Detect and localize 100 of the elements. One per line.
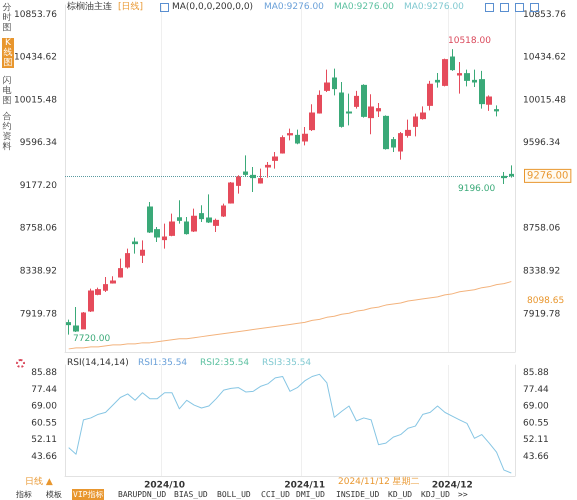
annotation: MA0:9276.00 — [404, 2, 464, 13]
candlestick — [486, 94, 492, 112]
y2-tick-label: 8338.92 — [523, 266, 560, 276]
text: 闪电图 — [2, 76, 12, 106]
y-tick-label: 9177.20 — [20, 180, 58, 191]
annotation: 棕榈油主连 — [67, 2, 112, 13]
y-tick-label: 85.88 — [31, 368, 58, 378]
annotation: RSI2:35.54 — [200, 358, 250, 369]
annotation: [日线] — [118, 2, 144, 13]
candlestick — [236, 174, 241, 194]
y-tick-label: 8338.92 — [20, 266, 57, 276]
candlestick — [339, 81, 344, 128]
y2-tick-label: 77.44 — [523, 384, 550, 395]
text: 8098.65 — [527, 296, 564, 307]
text: 日线 ▲ — [25, 477, 53, 488]
candlestick — [295, 129, 300, 145]
candlestick — [81, 311, 86, 330]
candlestick — [457, 61, 462, 94]
candlestick — [221, 203, 226, 218]
candlestick — [479, 70, 485, 110]
text: BARUPDN_UD — [118, 489, 166, 500]
text: 模板 — [46, 489, 62, 500]
y-tick-label: 10434.62 — [14, 52, 57, 63]
text: CCI_UD — [261, 489, 290, 500]
candlestick — [354, 90, 359, 110]
candlestick — [103, 276, 108, 292]
candlestick — [272, 151, 278, 170]
y-tick-label: 10853.76 — [14, 10, 58, 20]
y2-tick-label: 9596.34 — [523, 138, 560, 148]
y-tick-label: 60.55 — [31, 418, 57, 428]
candlestick — [509, 164, 514, 178]
y-tick-label: 69.00 — [31, 402, 58, 412]
candlestick — [213, 218, 219, 232]
candlestick — [494, 104, 499, 117]
candlestick — [376, 102, 381, 118]
annotation: RSI(14,14,14) — [67, 358, 129, 369]
y-tick-label: 77.44 — [31, 384, 58, 395]
candlestick — [265, 161, 271, 178]
candlestick — [309, 104, 315, 132]
x-tick-label: 2024/10 — [144, 480, 186, 490]
y2-tick-label: 43.66 — [523, 452, 550, 462]
candlestick — [206, 194, 212, 224]
text: 指标 — [16, 489, 32, 500]
annotation: MA(0,0,0,200,0,0) — [172, 2, 254, 13]
candlestick — [280, 134, 285, 154]
ref-line-label: 9276.00 — [527, 170, 568, 182]
candlestick — [450, 48, 455, 72]
candlestick — [258, 168, 263, 184]
y2-tick-label: 85.88 — [523, 368, 550, 378]
y2-tick-label: 10015.48 — [523, 95, 566, 106]
y2-tick-label: 10434.62 — [523, 52, 566, 63]
candlestick — [110, 276, 116, 284]
annotation: 9196.00 — [458, 184, 496, 195]
y-tick-label: 8758.06 — [20, 224, 58, 234]
annotation: RSI1:35.54 — [138, 358, 188, 369]
text: DMI_UD — [296, 489, 325, 500]
y2-tick-label: 10853.76 — [523, 10, 566, 20]
candlestick — [177, 200, 182, 224]
candlestick — [125, 248, 130, 270]
y-tick-label: 52.11 — [31, 435, 57, 446]
y-tick-label: 10015.48 — [14, 95, 58, 106]
text: KD_UD — [388, 489, 412, 500]
candlestick — [199, 204, 204, 222]
candlestick — [332, 68, 337, 96]
candlestick — [191, 208, 197, 232]
candlestick — [169, 213, 175, 237]
candlestick — [228, 181, 234, 204]
candlestick — [464, 69, 470, 87]
candlestick — [287, 128, 293, 141]
candlestick — [162, 223, 167, 250]
line-series — [68, 281, 512, 350]
candlestick — [501, 171, 507, 185]
candlestick — [405, 119, 411, 138]
candlestick — [250, 166, 256, 192]
candlestick — [317, 90, 322, 114]
candlestick — [413, 113, 418, 137]
candlestick — [435, 72, 440, 88]
candlestick — [420, 106, 426, 120]
text: BIAS_UD — [174, 489, 208, 500]
y-tick-label: 7919.78 — [20, 309, 58, 320]
candlestick — [368, 94, 374, 135]
candlestick — [243, 154, 248, 178]
text: 2024/11/12 星期二 — [338, 477, 420, 488]
y2-tick-label: 60.55 — [523, 418, 549, 428]
y-tick-label: 43.66 — [31, 452, 58, 462]
candlestick — [118, 258, 123, 278]
candlestick — [472, 69, 477, 88]
candlestick — [361, 84, 367, 118]
x-tick-label: 2024/12 — [432, 480, 473, 490]
candlestick — [73, 306, 79, 332]
candlestick — [391, 136, 396, 152]
candlestick — [383, 114, 389, 150]
text: K线图 — [2, 38, 14, 68]
annotation: 7720.00 — [73, 334, 110, 345]
annotation: MA0:9276.00 — [264, 2, 324, 13]
candlestick — [66, 319, 71, 336]
candlestick — [132, 237, 138, 254]
text: BOLL_UD — [217, 489, 251, 500]
text: >> — [458, 489, 468, 500]
y-tick-label: 9596.34 — [20, 138, 58, 148]
